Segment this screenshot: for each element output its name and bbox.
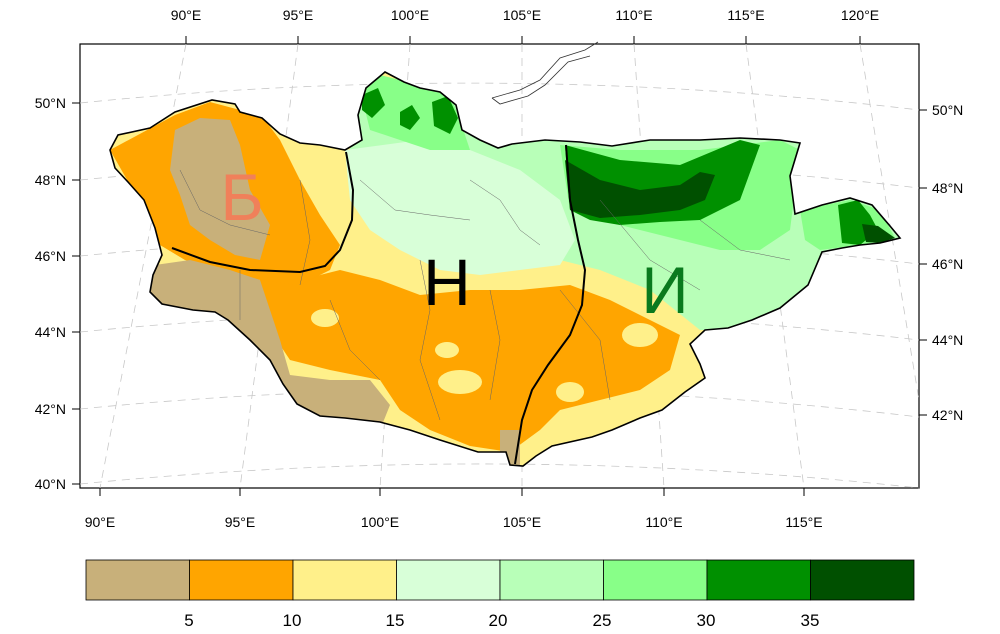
top-axis: 90°E 95°E 100°E 105°E 110°E 115°E 120°E bbox=[171, 7, 879, 44]
left-axis: 50°N 48°N 46°N 44°N 42°N 40°N bbox=[35, 95, 80, 492]
colorbar-box bbox=[189, 559, 294, 601]
bottom-tick-label: 105°E bbox=[503, 514, 541, 530]
zone-10-15-patch-2 bbox=[311, 309, 339, 327]
zone-10-15-patch-3 bbox=[435, 342, 459, 358]
bottom-tick-label: 100°E bbox=[361, 514, 399, 530]
colorbar-box bbox=[810, 559, 915, 601]
zone-10-15-patch-4 bbox=[556, 382, 584, 402]
colorbar-box bbox=[706, 559, 811, 601]
colorbar-tick-label: 35 bbox=[801, 611, 820, 630]
bottom-axis: 90°E 95°E 100°E 105°E 110°E 115°E bbox=[85, 488, 823, 530]
colorbar-box bbox=[396, 559, 501, 601]
colorbar-tick-label: 30 bbox=[697, 611, 716, 630]
bottom-tick-label: 110°E bbox=[645, 514, 682, 530]
right-tick-label: 50°N bbox=[932, 102, 963, 118]
top-tick-label: 90°E bbox=[171, 7, 202, 23]
zone-5-10-south bbox=[240, 270, 680, 452]
neighbor-border-line-2 bbox=[491, 55, 591, 105]
colorbar-box bbox=[292, 559, 397, 601]
colorbar-tick-label: 10 bbox=[283, 611, 302, 630]
top-tick-label: 110°E bbox=[615, 7, 652, 23]
left-tick-label: 46°N bbox=[35, 248, 66, 264]
zone-10-15-patch-1 bbox=[438, 370, 482, 394]
right-tick-label: 48°N bbox=[932, 180, 963, 196]
province-boundaries bbox=[179, 169, 791, 421]
left-tick-label: 40°N bbox=[35, 476, 66, 492]
colorbar: 5 10 15 20 25 30 35 bbox=[85, 559, 915, 630]
zone-35-plus-far-east bbox=[862, 224, 895, 243]
left-tick-label: 48°N bbox=[35, 172, 66, 188]
zone-30-35-north-1 bbox=[362, 88, 385, 118]
left-tick-label: 50°N bbox=[35, 95, 66, 111]
left-tick-label: 42°N bbox=[35, 401, 66, 417]
right-tick-label: 46°N bbox=[932, 256, 963, 272]
colorbar-tick-label: 5 bbox=[184, 611, 193, 630]
bottom-tick-label: 115°E bbox=[785, 514, 822, 530]
neighbor-border-line bbox=[491, 41, 599, 99]
colorbar-tick-label: 25 bbox=[593, 611, 612, 630]
top-tick-label: 115°E bbox=[727, 7, 764, 23]
east-region-divide bbox=[514, 144, 587, 465]
bottom-tick-label: 95°E bbox=[225, 514, 256, 530]
zone-30-35-north-3 bbox=[432, 96, 458, 134]
top-tick-label: 120°E bbox=[841, 7, 879, 23]
top-tick-label: 105°E bbox=[503, 7, 541, 23]
colorbar-box bbox=[603, 559, 708, 601]
colorbar-box bbox=[499, 559, 604, 601]
right-axis: 50°N 48°N 46°N 44°N 42°N bbox=[919, 102, 963, 423]
right-tick-label: 44°N bbox=[932, 332, 963, 348]
zone-35-plus bbox=[565, 160, 715, 218]
left-tick-label: 44°N bbox=[35, 324, 66, 340]
zone-15-20-central bbox=[345, 140, 575, 275]
region-label-west: Б bbox=[220, 160, 263, 234]
top-tick-label: 95°E bbox=[283, 7, 314, 23]
zone-0-5-west bbox=[170, 118, 270, 260]
colorbar-tick-label: 20 bbox=[489, 611, 508, 630]
zone-0-5-southwest bbox=[150, 260, 390, 430]
west-region-divide bbox=[171, 151, 355, 274]
region-label-central: Н bbox=[423, 245, 471, 319]
colorbar-box bbox=[85, 559, 190, 601]
region-label-east: И bbox=[641, 253, 688, 327]
right-tick-label: 42°N bbox=[932, 407, 963, 423]
zone-10-15-patch-5 bbox=[622, 323, 658, 347]
zone-30-35-north-2 bbox=[400, 105, 420, 130]
bottom-tick-label: 90°E bbox=[85, 514, 116, 530]
top-tick-label: 100°E bbox=[391, 7, 429, 23]
colorbar-tick-label: 15 bbox=[386, 611, 405, 630]
